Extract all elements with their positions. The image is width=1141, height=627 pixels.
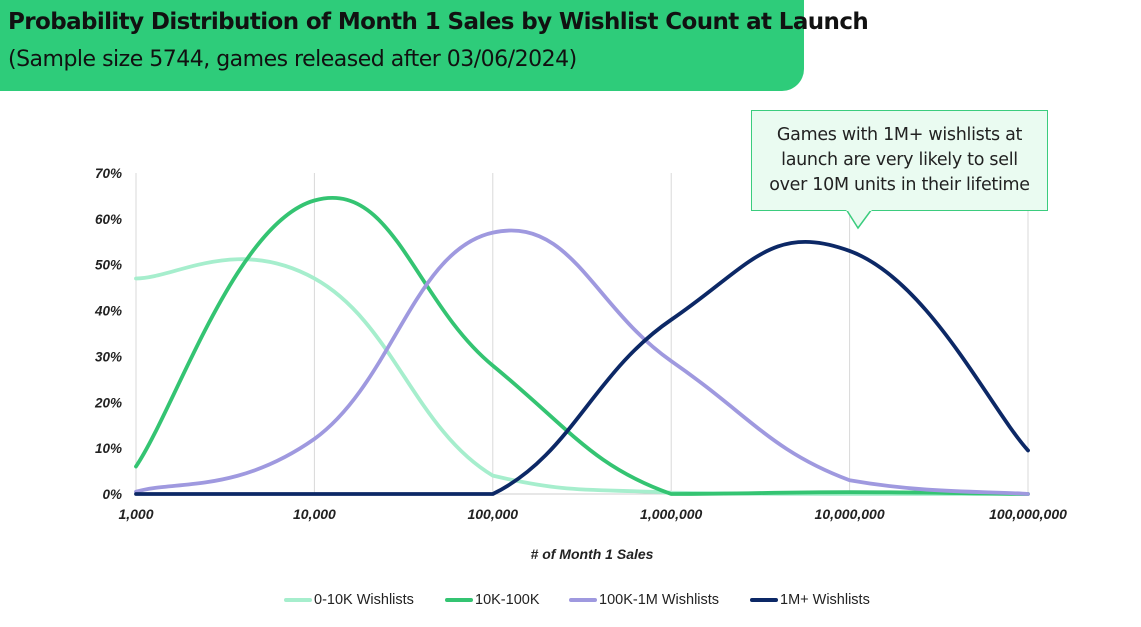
y-tick-label: 30%	[95, 349, 122, 364]
x-tick-label: 10,000,000	[815, 506, 885, 522]
legend-swatch	[284, 598, 312, 602]
callout-line-1: Games with 1M+ wishlists at	[776, 125, 1023, 145]
y-tick-label: 10%	[95, 441, 122, 456]
legend: 0-10K Wishlists 10K-100K 100K-1M Wishlis…	[0, 592, 1141, 614]
legend-item-0-10k: 0-10K Wishlists	[284, 592, 414, 608]
legend-item-1m-plus: 1M+ Wishlists	[750, 592, 870, 608]
legend-label: 10K-100K	[475, 592, 540, 608]
x-axis-label: # of Month 1 Sales	[531, 546, 654, 562]
legend-item-10k-100k: 10K-100K	[445, 592, 540, 608]
series-line-1	[134, 196, 1030, 496]
y-tick-label: 50%	[95, 258, 122, 273]
annotation-callout: Games with 1M+ wishlists at launch are v…	[751, 110, 1048, 211]
y-tick-label: 40%	[94, 304, 122, 319]
series-line-2	[134, 228, 1030, 496]
legend-label: 0-10K Wishlists	[314, 592, 414, 608]
y-tick-label: 70%	[95, 166, 122, 181]
legend-label: 100K-1M Wishlists	[599, 592, 720, 608]
series-line-0	[134, 257, 1030, 496]
series-line-3	[134, 240, 1030, 496]
y-tick-label: 0%	[102, 487, 122, 502]
x-axis-ticks: 1,000 10,000 100,000 1,000,000 10,000,000 100…	[118, 506, 1067, 522]
x-tick-label: 10,000	[293, 506, 336, 522]
chart-title: Probability Distribution of Month 1 Sale…	[8, 9, 869, 35]
legend-swatch	[445, 598, 473, 602]
x-tick-label: 1,000	[118, 506, 153, 522]
title-banner: Probability Distribution of Month 1 Sale…	[0, 0, 869, 91]
callout-line-3: over 10M units in their lifetime	[769, 175, 1030, 195]
grid-lines	[135, 173, 1029, 495]
x-tick-label: 100,000,000	[989, 506, 1067, 522]
y-axis-ticks: 0% 10% 20% 30% 40% 50% 60% 70%	[94, 166, 122, 502]
y-tick-label: 20%	[94, 395, 122, 410]
legend-swatch	[569, 598, 597, 602]
callout-line-2: launch are very likely to sell	[781, 150, 1018, 170]
chart-subtitle: (Sample size 5744, games released after …	[8, 47, 577, 72]
x-tick-label: 1,000,000	[640, 506, 702, 522]
legend-swatch	[750, 598, 778, 602]
y-tick-label: 60%	[95, 212, 122, 227]
legend-item-100k-1m: 100K-1M Wishlists	[569, 592, 719, 608]
x-tick-label: 100,000	[467, 506, 518, 522]
legend-label: 1M+ Wishlists	[780, 592, 870, 608]
series-lines	[134, 196, 1030, 496]
